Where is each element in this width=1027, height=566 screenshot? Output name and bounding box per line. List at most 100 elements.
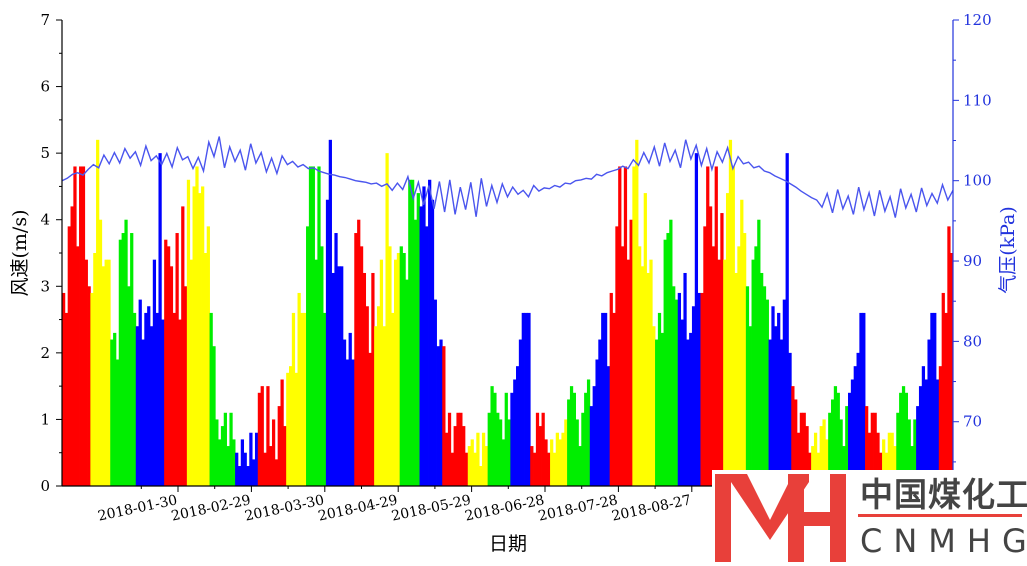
wind-bar xyxy=(280,379,284,486)
wind-bar xyxy=(564,419,568,486)
wind-bar xyxy=(887,432,891,486)
wind-bar xyxy=(663,239,667,486)
wind-bar xyxy=(226,446,230,486)
wind-bar xyxy=(567,399,571,486)
wind-bar xyxy=(870,412,874,486)
wind-bar xyxy=(745,286,750,486)
wind-bar xyxy=(155,312,159,486)
wind-bar xyxy=(303,312,307,486)
wind-bar xyxy=(521,312,525,486)
wind-bar xyxy=(785,153,789,486)
wind-bar xyxy=(351,359,355,486)
wind-bar xyxy=(391,312,395,486)
wind-bar xyxy=(646,272,650,486)
wind-bar xyxy=(575,419,579,486)
wind-bar xyxy=(850,379,855,486)
wind-bar xyxy=(467,446,472,486)
wind-bar xyxy=(768,339,772,486)
wind-bar xyxy=(308,166,313,486)
wind-bar xyxy=(118,239,122,486)
wind-bar xyxy=(791,386,795,486)
wind-bar xyxy=(334,233,338,486)
wind-bar xyxy=(144,312,148,486)
wind-bar xyxy=(794,399,798,486)
wind-bar xyxy=(552,452,557,486)
wind-bar xyxy=(930,312,934,486)
wind-bar xyxy=(830,399,835,486)
wind-bar xyxy=(677,292,681,486)
wind-bar xyxy=(765,299,769,486)
wind-bar xyxy=(218,439,222,486)
wind-bar xyxy=(615,226,619,486)
wind-bar xyxy=(544,439,548,486)
wind-bar xyxy=(269,446,273,486)
wind-bar xyxy=(124,219,128,486)
wind-bar xyxy=(558,439,562,486)
wind-bar xyxy=(158,153,162,486)
wind-bar xyxy=(209,312,213,486)
wind-bar xyxy=(362,272,367,486)
wind-bar xyxy=(286,372,290,486)
wind-bar xyxy=(110,339,114,486)
wind-bar xyxy=(300,312,304,486)
wind-bar xyxy=(306,226,310,486)
wind-bar xyxy=(490,386,494,486)
wind-bar xyxy=(592,386,596,486)
wind-bar xyxy=(371,272,375,486)
wind-bar xyxy=(581,412,585,486)
wind-bar xyxy=(626,259,630,486)
left-tick-label: 1 xyxy=(40,410,50,428)
x-tick-label: 2018-06-28 xyxy=(464,492,546,524)
wind-bar xyxy=(561,432,565,486)
watermark: 中国煤化工 CNMHG xyxy=(712,470,1027,566)
wind-bar xyxy=(513,379,517,486)
wind-bar xyxy=(232,439,236,486)
wind-bar xyxy=(660,332,664,486)
left-tick-label: 0 xyxy=(40,477,50,495)
wind-bar xyxy=(257,392,262,486)
wind-bar xyxy=(274,459,279,486)
x-tick-label: 2018-08-27 xyxy=(610,492,692,524)
wind-bar xyxy=(757,219,761,486)
right-tick-label: 100 xyxy=(963,172,992,190)
wind-bar xyxy=(541,412,545,486)
right-tick-label: 110 xyxy=(963,91,992,109)
wind-bar xyxy=(901,386,906,486)
wind-bar xyxy=(777,312,781,486)
left-axis-title: 风速(m/s) xyxy=(9,210,31,297)
wind-bar xyxy=(802,412,806,486)
wind-bar xyxy=(115,359,120,486)
wind-bar xyxy=(493,392,497,486)
wind-bar xyxy=(924,379,928,486)
wind-bar xyxy=(507,419,511,486)
wind-bar xyxy=(819,426,823,486)
wind-bar xyxy=(433,299,437,486)
wind-bar xyxy=(686,339,690,486)
x-tick-label: 2018-02-29 xyxy=(170,492,252,524)
wind-bar xyxy=(598,339,602,486)
wind-bar xyxy=(748,326,752,486)
wind-bar xyxy=(121,233,125,486)
wind-bar xyxy=(271,419,276,486)
wind-bar xyxy=(672,286,676,486)
wind-bar xyxy=(879,452,883,486)
wind-bar xyxy=(782,299,786,486)
wind-bar xyxy=(220,426,225,486)
wind-bar xyxy=(340,266,344,486)
wind-bar xyxy=(96,139,100,486)
wind-bar xyxy=(569,386,574,486)
wind-bar xyxy=(899,392,903,486)
wind-bar xyxy=(166,246,171,486)
wind-bar xyxy=(98,219,103,486)
wind-bar xyxy=(172,312,176,486)
wind-bar xyxy=(918,386,923,486)
wind-bar xyxy=(368,352,372,486)
wind-bar xyxy=(788,352,792,486)
wind-bar xyxy=(612,312,616,486)
wind-bar xyxy=(916,406,920,486)
wind-bar xyxy=(342,339,347,486)
wind-bar xyxy=(252,459,256,486)
wind-bar xyxy=(530,446,534,486)
wind-bar xyxy=(601,312,605,486)
wind-bar xyxy=(524,312,528,486)
